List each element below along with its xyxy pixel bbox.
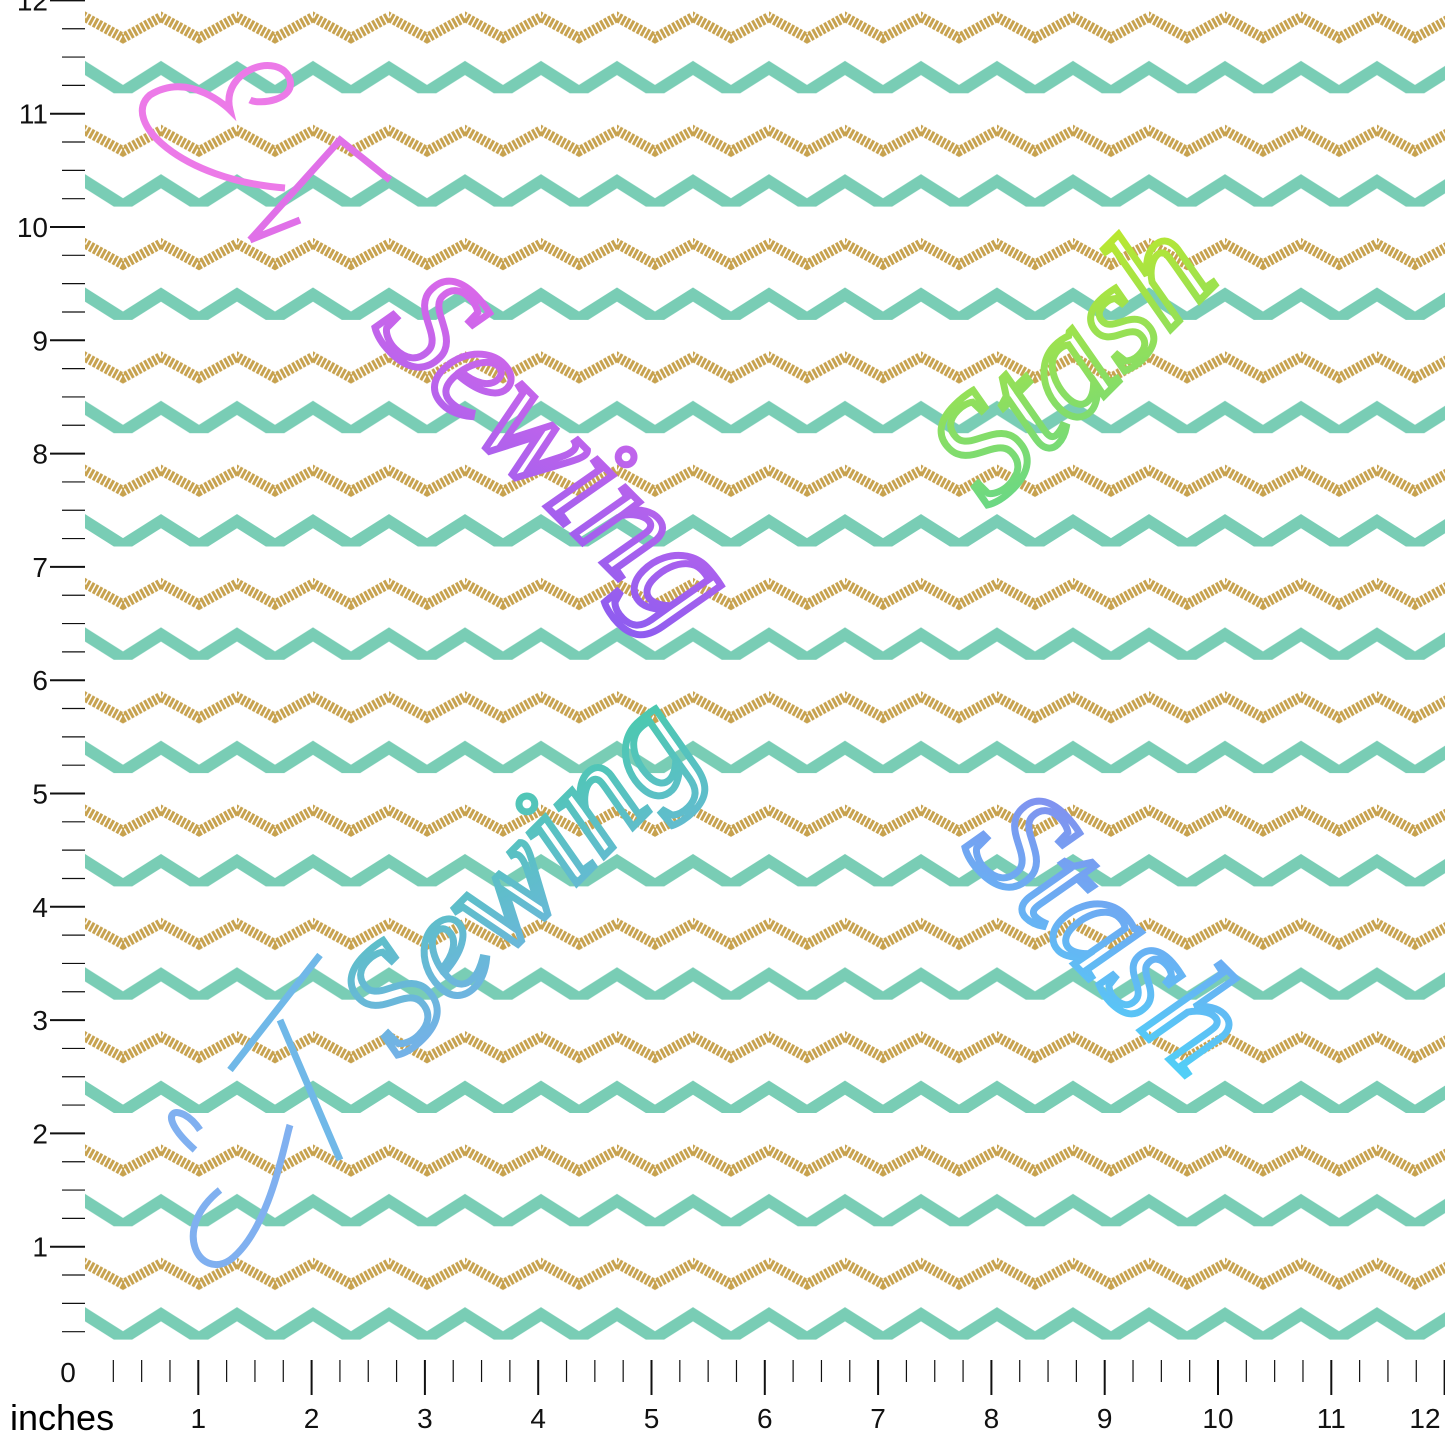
ruler-label: 10 bbox=[1202, 1403, 1233, 1434]
ruler-label: 8 bbox=[32, 439, 48, 470]
ruler-label: 10 bbox=[17, 212, 48, 243]
chevron-pattern bbox=[85, 0, 1445, 1360]
ruler-label: 6 bbox=[757, 1403, 773, 1434]
ruler-label: 9 bbox=[32, 325, 48, 356]
ruler-label: 3 bbox=[417, 1403, 433, 1434]
heart bbox=[168, 1109, 294, 1269]
ruler-label: 8 bbox=[984, 1403, 1000, 1434]
ruler-label: 6 bbox=[32, 665, 48, 696]
heart bbox=[138, 62, 294, 192]
ruler-label: 7 bbox=[870, 1403, 886, 1434]
ruler-label: 2 bbox=[32, 1118, 48, 1149]
ruler-label: 4 bbox=[530, 1403, 546, 1434]
ruler-label: 2 bbox=[304, 1403, 320, 1434]
letter-i bbox=[247, 135, 393, 244]
letter-i bbox=[227, 952, 344, 1162]
ruler-label: 11 bbox=[1317, 1403, 1346, 1434]
ruler-origin: 0 bbox=[60, 1357, 76, 1388]
ruler-label: 5 bbox=[644, 1403, 660, 1434]
ruler-label: 1 bbox=[191, 1403, 207, 1434]
ruler-label: 11 bbox=[19, 99, 48, 130]
ruler-label: 12 bbox=[1409, 1403, 1440, 1434]
ruler-label: 4 bbox=[32, 892, 48, 923]
ruler-label: 5 bbox=[32, 779, 48, 810]
ruler-label: 1 bbox=[32, 1232, 48, 1263]
ruler-label: 9 bbox=[1097, 1403, 1113, 1434]
ruler-label: 7 bbox=[32, 552, 48, 583]
ruler-label: 3 bbox=[32, 1005, 48, 1036]
ruler-label: 12 bbox=[17, 0, 48, 16]
ruler-unit: inches bbox=[10, 1397, 114, 1438]
